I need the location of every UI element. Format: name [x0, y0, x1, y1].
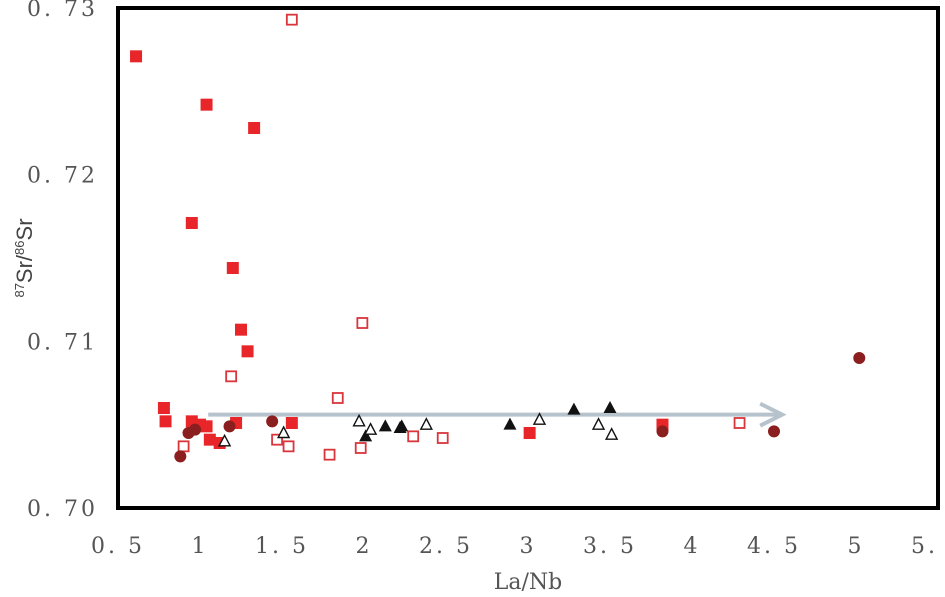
data-point-filled-square	[157, 402, 170, 414]
y-axis-title: 87Sr/86Sr	[12, 218, 37, 297]
x-tick-label: 4. 5	[747, 534, 801, 559]
data-point-filled-square	[200, 420, 213, 433]
data-point-open-square	[177, 440, 190, 453]
data-point-filled-square	[248, 122, 261, 134]
data-point-filled-square	[226, 262, 239, 274]
data-point-filled-square	[241, 345, 254, 358]
data-point-filled-triangle	[359, 429, 373, 442]
data-point-open-triangle	[363, 422, 378, 435]
data-point-open-square	[285, 13, 298, 26]
data-point-open-triangle	[217, 433, 232, 447]
y-axis-sr-2: Sr	[12, 218, 37, 240]
x-tick-label: 4	[684, 534, 701, 559]
data-point-filled-triangle	[395, 419, 409, 432]
y-tick-labels: 0. 70 0. 71 0. 72 0. 73	[27, 0, 98, 522]
arrow-head	[759, 401, 787, 428]
data-point-open-square	[436, 432, 449, 444]
data-point-filled-square	[159, 415, 172, 428]
x-tick-label: 1. 5	[255, 534, 309, 559]
data-point-open-triangle	[352, 413, 366, 427]
data-point-open-triangle	[604, 427, 619, 440]
data-point-filled-square	[185, 217, 198, 229]
data-point-filled-square	[285, 417, 298, 429]
data-point-open-square	[271, 433, 283, 446]
data-point-filled-circle	[266, 415, 279, 428]
data-point-filled-circle	[223, 420, 236, 433]
x-tick-label: 5. 5	[911, 534, 945, 559]
data-point-filled-triangle	[603, 401, 617, 413]
x-tick-label: 3	[520, 534, 537, 559]
data-point-open-triangle	[591, 417, 606, 430]
x-tick-label: 2	[356, 534, 373, 559]
data-point-open-square	[356, 317, 369, 329]
y-axis-sup-87: 87	[12, 283, 27, 297]
y-tick-label: 0. 72	[27, 164, 98, 189]
data-point-filled-square	[200, 98, 213, 111]
y-axis-sr-1: Sr/	[12, 254, 37, 283]
x-tick-labels: 0. 5 1 1. 5 2 2. 5 3 3. 5 4 4. 5 5 5. 5	[91, 534, 945, 559]
data-point-filled-square	[203, 433, 216, 446]
data-point-filled-circle	[189, 423, 202, 436]
data-point-filled-square	[235, 323, 247, 336]
x-tick-label: 3. 5	[583, 534, 637, 559]
data-point-open-triangle	[419, 417, 433, 430]
data-point-filled-triangle	[567, 402, 581, 415]
data-point-filled-square	[130, 50, 143, 63]
x-tick-label: 5	[848, 534, 865, 559]
data-point-open-square	[354, 442, 367, 454]
data-point-open-square	[282, 440, 295, 453]
x-tick-label: 1	[192, 534, 209, 559]
data-point-open-square	[733, 417, 746, 429]
y-tick-label: 0. 73	[27, 0, 98, 22]
data-point-open-triangle	[276, 425, 291, 439]
data-point-filled-circle	[853, 352, 866, 364]
data-point-filled-square	[523, 427, 536, 439]
trend-arrow	[208, 401, 787, 428]
data-point-open-square	[331, 392, 344, 404]
data-point-open-square	[323, 448, 336, 461]
data-point-filled-triangle	[503, 417, 517, 430]
plot-frame	[116, 6, 940, 510]
data-points	[130, 13, 866, 463]
data-point-filled-triangle	[378, 419, 392, 432]
x-tick-label: 0. 5	[91, 534, 145, 559]
data-point-filled-circle	[656, 425, 669, 438]
y-axis-sup-86: 86	[12, 240, 27, 254]
x-axis-title: La/Nb	[494, 570, 562, 595]
data-point-open-square	[407, 430, 420, 443]
data-point-filled-circle	[768, 425, 780, 438]
data-point-open-triangle	[532, 412, 547, 425]
data-point-open-square	[225, 370, 238, 383]
data-point-filled-circle	[174, 450, 187, 463]
x-tick-label: 2. 5	[419, 534, 473, 559]
y-tick-label: 0. 71	[27, 330, 98, 355]
y-tick-label: 0. 70	[27, 497, 98, 522]
